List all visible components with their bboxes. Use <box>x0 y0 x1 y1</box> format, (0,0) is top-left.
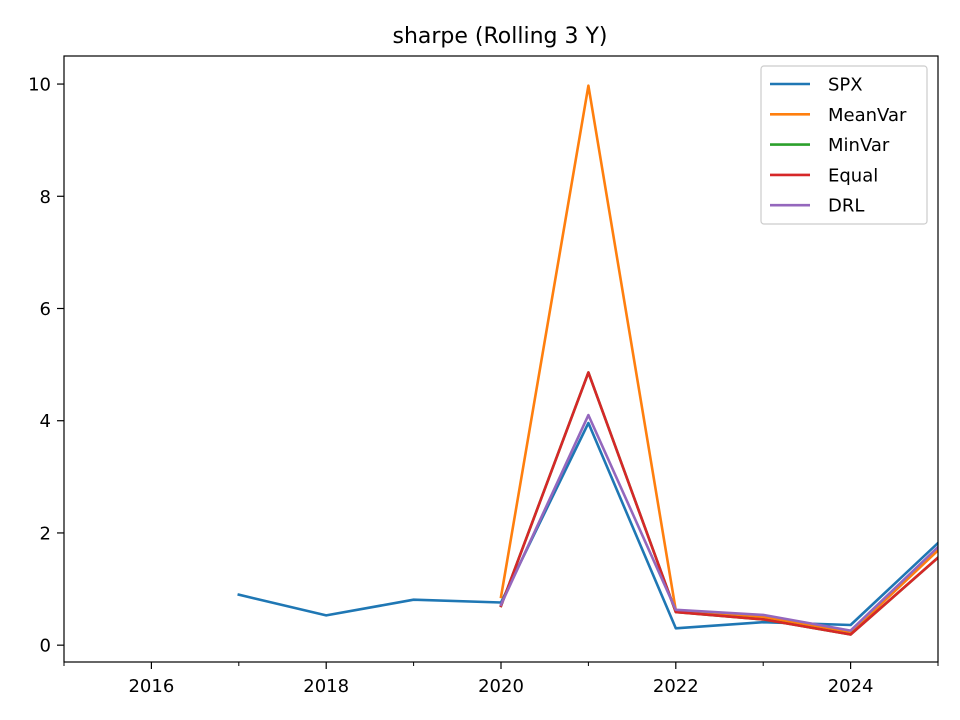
x-tick-label: 2016 <box>128 676 174 697</box>
legend-label-minvar: MinVar <box>828 135 890 156</box>
x-tick-label: 2022 <box>653 676 699 697</box>
series-line-drl <box>499 413 938 632</box>
x-tick-label: 2018 <box>303 676 349 697</box>
chart-title: sharpe (Rolling 3 Y) <box>392 24 607 49</box>
series-line-minvar <box>499 371 938 636</box>
series-line-meanvar <box>499 84 938 635</box>
y-tick-label: 2 <box>40 523 51 544</box>
series-lines <box>237 84 938 636</box>
y-tick-label: 8 <box>40 187 51 208</box>
legend-box <box>760 65 928 225</box>
plot-area: 2016 2018 2020 2022 2024 0 2 4 6 8 10 SPX MeanVar Min… <box>28 55 939 697</box>
legend-label-equal: Equal <box>828 165 878 186</box>
y-tick-label: 6 <box>40 299 51 320</box>
series-line-spx <box>237 421 938 630</box>
x-tick-label: 2024 <box>828 676 874 697</box>
y-tick-label: 10 <box>28 75 51 96</box>
y-tick-label: 0 <box>40 636 51 657</box>
legend-label-drl: DRL <box>828 196 864 217</box>
legend-label-meanvar: MeanVar <box>828 105 907 126</box>
legend-label-spx: SPX <box>828 75 863 96</box>
y-tick-label: 4 <box>40 411 51 432</box>
legend: SPX MeanVar MinVar Equal DRL <box>760 65 928 225</box>
x-tick-label: 2020 <box>478 676 524 697</box>
series-line-equal <box>499 371 938 636</box>
